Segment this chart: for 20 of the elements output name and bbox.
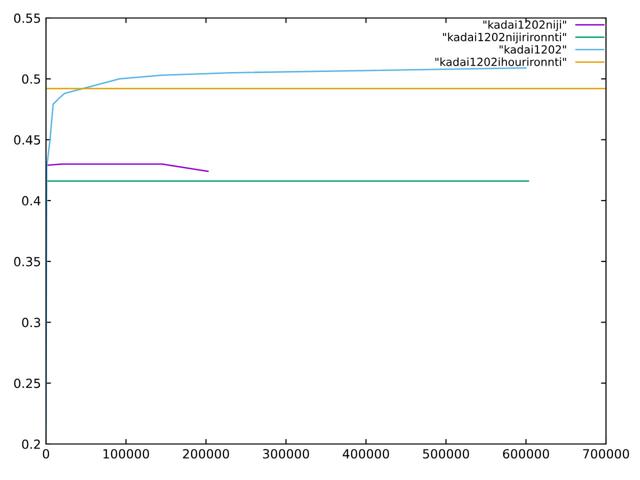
x-tick-label: 500000: [423, 449, 470, 459]
legend-label: "kadai1202nijirironnti": [443, 32, 566, 44]
x-tick-label: 300000: [263, 449, 310, 459]
y-tick-label: 0.4: [22, 196, 40, 206]
legend-label: "kadai1202niji": [483, 20, 566, 31]
y-tick-label: 0.2: [22, 439, 40, 449]
legend-label: "kadai1202ihourironnti": [435, 57, 566, 66]
x-tick-label: 0: [42, 449, 50, 459]
y-tick-label: 0.3: [22, 318, 40, 328]
x-tick-label: 100000: [104, 449, 150, 459]
x-tick-label: 400000: [342, 449, 390, 459]
y-tick-label: 0.35: [14, 256, 40, 266]
y-tick-label: 0.25: [14, 378, 40, 388]
legend-label: "kadai1202": [500, 45, 566, 54]
x-tick-label: 600000: [503, 449, 550, 459]
y-tick-label: 0.5: [22, 74, 40, 84]
y-tick-label: 0.55: [14, 13, 40, 23]
x-tick-label: 700000: [583, 449, 630, 459]
x-tick-label: 200000: [183, 449, 230, 459]
y-tick-label: 0.45: [14, 135, 40, 145]
